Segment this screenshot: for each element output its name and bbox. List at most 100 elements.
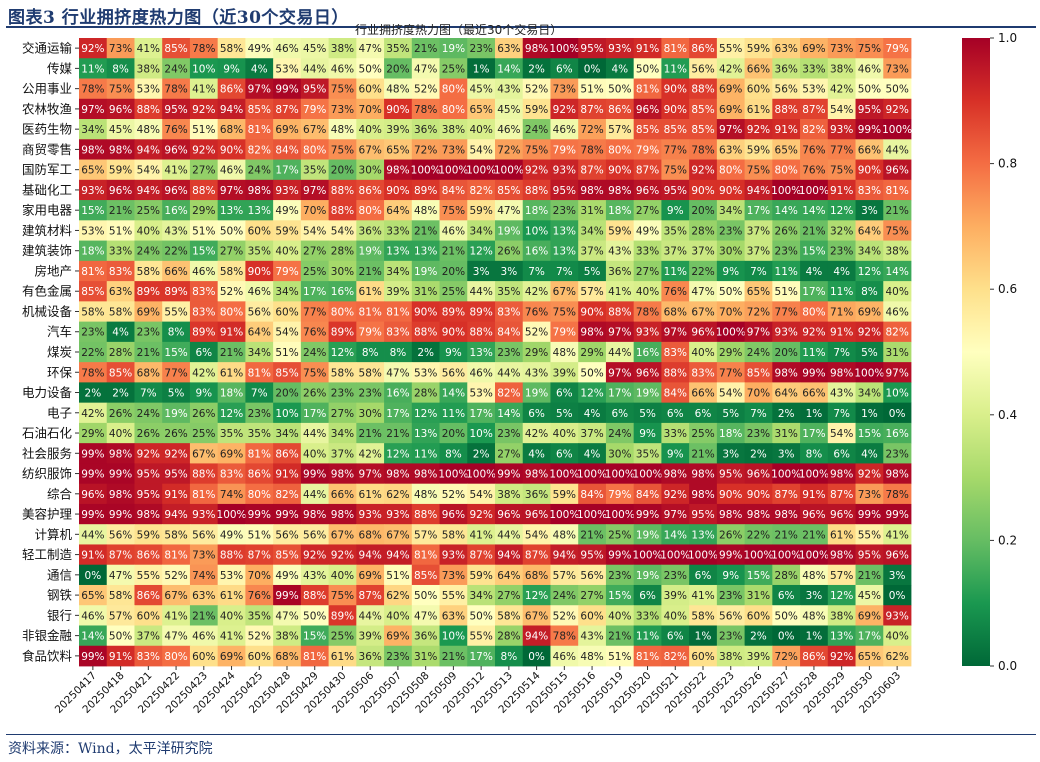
cell-value-label: 24% (553, 590, 576, 602)
cell-value-label: 40% (885, 631, 908, 643)
heatmap-cell (384, 200, 413, 221)
heatmap-cell (800, 78, 829, 100)
heatmap-cell (827, 139, 856, 160)
cell-value-label: 35% (636, 448, 659, 460)
cell-value-label: 54% (303, 225, 326, 237)
heatmap-cell (495, 544, 524, 566)
cell-value-label: 78% (164, 84, 187, 96)
heatmap-cell (495, 200, 524, 221)
cell-value-label: 26% (192, 408, 215, 420)
heatmap-cell (439, 98, 468, 120)
cell-value-label: 44% (608, 347, 631, 359)
heatmap-cell (827, 119, 856, 140)
cell-value-label: 94% (359, 550, 382, 562)
cell-value-label: 98% (775, 367, 798, 379)
heatmap-cell (328, 58, 357, 79)
cell-value-label: 65% (469, 104, 492, 116)
cell-value-label: 95% (858, 550, 881, 562)
heatmap-cell (217, 341, 246, 363)
cell-value-label: 11% (442, 408, 465, 420)
heatmap-cell (605, 119, 635, 140)
cell-value-label: 21% (858, 570, 881, 582)
heatmap-cell (79, 524, 108, 545)
cell-value-label: 93% (192, 509, 215, 521)
heatmap-cell (772, 524, 801, 545)
heatmap-cell (245, 503, 274, 525)
cell-value-label: 21% (442, 246, 465, 258)
cell-value-label: 72% (497, 144, 520, 156)
cell-value-label: 35% (664, 225, 687, 237)
heatmap-cell (883, 362, 912, 383)
row-label: 纺织服饰 (22, 466, 72, 481)
heatmap-cell (689, 179, 718, 201)
heatmap-cell (328, 260, 357, 282)
heatmap-cell (522, 281, 551, 302)
heatmap-cell (189, 179, 219, 201)
cell-value-label: 58% (109, 306, 132, 318)
heatmap-cell (356, 402, 385, 424)
heatmap-cell (217, 382, 246, 404)
cell-value-label: 6% (778, 590, 795, 602)
cell-value-label: 60% (248, 651, 271, 663)
cell-value-label: 88% (525, 185, 548, 197)
cell-value-label: 88% (331, 185, 354, 197)
heatmap-cell (106, 301, 135, 323)
heatmap-cell (827, 281, 856, 302)
cell-value-label: 98% (414, 469, 437, 481)
cell-value-label: 49% (248, 43, 271, 55)
cell-value-label: 6% (667, 408, 684, 420)
heatmap-cell (827, 321, 856, 343)
cell-value-label: 47% (109, 570, 132, 582)
heatmap-cell (495, 159, 524, 181)
heatmap-cell (106, 544, 135, 566)
heatmap-cell (328, 200, 357, 221)
chart-title: 行业拥挤度热力图（最近30个交易日） (355, 24, 563, 35)
cell-value-label: 64% (775, 388, 798, 400)
heatmap-cell (328, 240, 357, 262)
heatmap-cell (245, 119, 274, 140)
cell-value-label: 36% (525, 489, 548, 501)
cell-value-label: 18% (525, 205, 548, 217)
heatmap-cell (522, 422, 551, 444)
cell-value-label: 48% (414, 205, 437, 217)
heatmap-cell (800, 463, 829, 485)
heatmap-cell (661, 544, 690, 566)
heatmap-cell (467, 159, 496, 181)
heatmap-cell (633, 38, 662, 59)
heatmap-cell (328, 179, 357, 201)
heatmap-cell (744, 483, 773, 505)
heatmap-cell (495, 240, 524, 262)
cell-value-label: 100% (633, 550, 663, 562)
heatmap-cell (661, 119, 690, 140)
cell-value-label: 69% (386, 631, 409, 643)
heatmap-cell (245, 321, 274, 343)
cell-value-label: 67% (192, 448, 215, 460)
cell-value-label: 98% (137, 509, 160, 521)
heatmap-cell (855, 159, 884, 181)
cell-value-label: 56% (442, 367, 465, 379)
cell-value-label: 100% (577, 509, 607, 521)
heatmap-cell (883, 119, 912, 140)
heatmap-cell (356, 220, 385, 241)
cell-value-label: 36% (608, 266, 631, 278)
cell-value-label: 84% (275, 144, 298, 156)
cell-value-label: 81% (248, 448, 271, 460)
cell-value-label: 81% (386, 306, 409, 318)
heatmap-cell (689, 544, 718, 566)
cell-value-label: 98% (691, 469, 714, 481)
cell-value-label: 1% (695, 631, 712, 643)
cell-value-label: 80% (442, 104, 465, 116)
cell-value-label: 33% (109, 246, 132, 258)
cell-value-label: 40% (220, 610, 243, 622)
cell-value-label: 57% (830, 570, 853, 582)
heatmap-cell (689, 78, 718, 100)
cell-value-label: 34% (248, 347, 271, 359)
cell-value-label: 41% (608, 286, 631, 298)
heatmap-cell (744, 544, 773, 566)
heatmap-cell (162, 159, 191, 181)
heatmap-cell (106, 362, 135, 383)
cell-value-label: 65% (81, 165, 104, 177)
cell-value-label: 91% (775, 124, 798, 136)
heatmap-cell (744, 382, 773, 404)
cell-value-label: 87% (775, 489, 798, 501)
